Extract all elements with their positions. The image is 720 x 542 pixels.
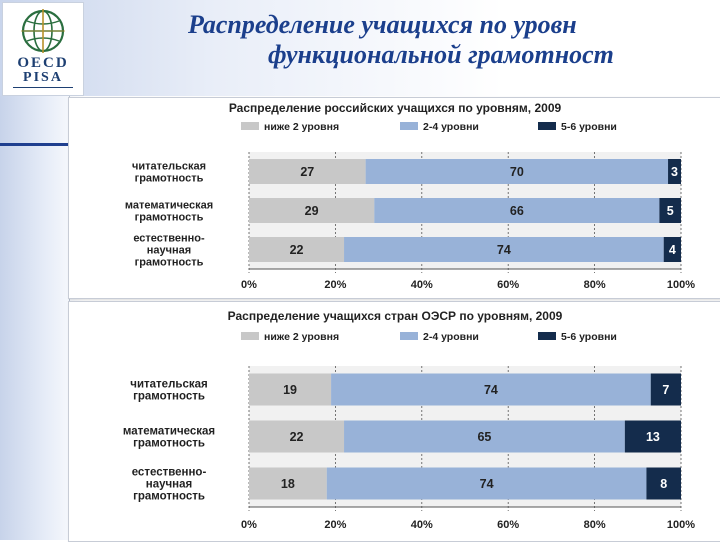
data-label: 8 <box>660 477 667 491</box>
logo-pisa-text: PISA <box>23 70 63 85</box>
data-label: 22 <box>290 430 304 444</box>
chart-title: Распределение учащихся стран ОЭСР по уро… <box>228 309 563 323</box>
category-label-line: математическая <box>125 200 213 212</box>
x-tick-label: 40% <box>411 279 433 291</box>
data-label: 19 <box>283 383 297 397</box>
x-tick-label: 60% <box>497 279 519 291</box>
bar-segment <box>326 467 647 500</box>
stacked-bar-chart-russia: Распределение российских учащихся по уро… <box>125 101 695 291</box>
data-label: 18 <box>281 477 295 491</box>
bar-segment <box>663 237 681 262</box>
data-label: 13 <box>646 430 660 444</box>
data-label: 70 <box>510 165 524 179</box>
category-label-line: математическая <box>123 426 215 438</box>
legend-swatch-2 <box>400 122 418 130</box>
chart-panel-russia: Распределение российских учащихся по уро… <box>68 97 720 299</box>
category-label: читательская грамотность <box>130 379 207 403</box>
category-label-line: грамотность <box>133 491 205 503</box>
x-tick-label: 100% <box>667 519 695 531</box>
x-tick-label: 20% <box>324 279 346 291</box>
left-accent-mark <box>0 143 68 146</box>
category-label: естественно-научная грамотность <box>132 467 207 503</box>
category-label-line: естественно- <box>132 467 207 479</box>
legend-label-2: 2-4 уровни <box>423 331 479 343</box>
data-label: 29 <box>305 204 319 218</box>
bar-segment <box>374 198 660 223</box>
legend-label-2: 2-4 уровни <box>423 121 479 133</box>
data-label: 4 <box>669 243 676 257</box>
x-tick-label: 100% <box>667 279 695 291</box>
data-label: 74 <box>497 243 511 257</box>
bar-segment <box>249 159 366 184</box>
category-label-line: грамотность <box>133 438 205 450</box>
legend-swatch-3 <box>538 122 556 130</box>
bar-segment <box>249 373 332 406</box>
category-label: математическая грамотность <box>125 200 213 224</box>
category-label-line: естественно- <box>133 233 205 245</box>
legend-swatch-2 <box>400 332 418 340</box>
slide-title-line-1: Распределение учащихся по уровн <box>188 10 577 39</box>
slide-title-line-2: функциональной грамотност <box>268 40 614 69</box>
category-label-line: читательская <box>130 379 207 391</box>
data-label: 7 <box>662 383 669 397</box>
data-label: 65 <box>477 430 491 444</box>
chart-panel-oecd: Распределение учащихся стран ОЭСР по уро… <box>68 301 720 542</box>
data-label: 66 <box>510 204 524 218</box>
bar-segment <box>668 159 681 184</box>
category-label-line: читательская <box>132 161 206 173</box>
legend-swatch-3 <box>538 332 556 340</box>
category-label-line: научная <box>146 479 192 491</box>
header-band <box>0 0 720 96</box>
stacked-bar-chart-oecd: Распределение учащихся стран ОЭСР по уро… <box>123 309 695 531</box>
bar-segment <box>249 467 327 500</box>
chart-title: Распределение российских учащихся по уро… <box>229 101 562 115</box>
x-tick-label: 60% <box>497 519 519 531</box>
oecd-pisa-logo: OECD PISA <box>2 2 84 96</box>
bar-segment <box>365 159 669 184</box>
bar-segment <box>249 237 345 262</box>
bar-segment <box>344 420 625 453</box>
category-label: читательская грамотность <box>132 161 206 185</box>
data-label: 27 <box>300 165 314 179</box>
bar-segment <box>659 198 681 223</box>
x-tick-label: 80% <box>584 519 606 531</box>
category-label-line: грамотность <box>135 257 204 269</box>
category-label-line: грамотность <box>135 212 204 224</box>
bar-segment <box>646 467 681 500</box>
globe-icon <box>21 9 65 53</box>
x-tick-label: 0% <box>241 519 257 531</box>
category-label: естественно-научная грамотность <box>133 233 205 269</box>
legend-label-1: ниже 2 уровня <box>264 121 339 133</box>
data-label: 5 <box>667 204 674 218</box>
bar-segment <box>249 420 345 453</box>
x-tick-label: 0% <box>241 279 257 291</box>
bar-segment <box>650 373 681 406</box>
bar-segment <box>331 373 651 406</box>
legend-label-3: 5-6 уровни <box>561 331 617 343</box>
bar-segment <box>344 237 664 262</box>
x-tick-label: 20% <box>324 519 346 531</box>
legend-swatch-1 <box>241 122 259 130</box>
logo-oecd-text: OECD <box>17 55 69 71</box>
bar-segment <box>624 420 681 453</box>
legend-label-3: 5-6 уровни <box>561 121 617 133</box>
legend-swatch-1 <box>241 332 259 340</box>
data-label: 22 <box>290 243 304 257</box>
data-label: 74 <box>480 477 494 491</box>
legend-label-1: ниже 2 уровня <box>264 331 339 343</box>
category-label-line: научная <box>147 245 191 257</box>
category-label-line: грамотность <box>133 391 205 403</box>
bar-segment <box>249 198 375 223</box>
x-tick-label: 80% <box>584 279 606 291</box>
data-label: 74 <box>484 383 498 397</box>
logo-rule <box>13 87 73 88</box>
category-label-line: грамотность <box>135 173 204 185</box>
data-label: 3 <box>671 165 678 179</box>
category-label: математическая грамотность <box>123 426 215 450</box>
x-tick-label: 40% <box>411 519 433 531</box>
